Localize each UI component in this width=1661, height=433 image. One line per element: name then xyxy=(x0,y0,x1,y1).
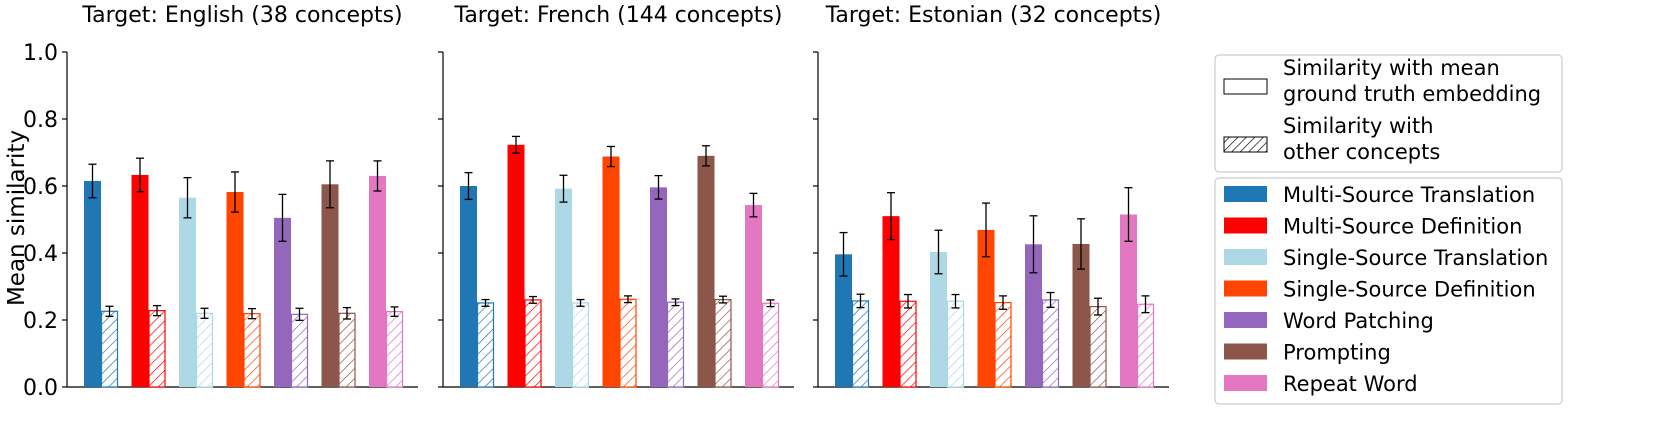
bar-other xyxy=(619,298,637,388)
bar-gt xyxy=(602,156,620,387)
bar-gt xyxy=(835,254,852,387)
bar-other xyxy=(714,298,732,388)
legend-kind-label: other concepts xyxy=(1283,140,1440,164)
panel-title: Target: English (38 concepts) xyxy=(81,3,402,28)
panel-title: Target: Estonian (32 concepts) xyxy=(825,3,1162,28)
panel-2: Target: French (144 concepts) xyxy=(438,3,794,388)
legend-kind-label: Similarity with xyxy=(1283,114,1434,138)
bar-other xyxy=(524,299,542,388)
y-tick-label: 0.2 xyxy=(23,309,58,334)
legend-swatch-method xyxy=(1224,249,1267,265)
bar-other xyxy=(946,300,965,388)
y-axis-label: Mean similarity xyxy=(4,130,30,306)
legend-swatch-method xyxy=(1224,280,1267,297)
bar-gt xyxy=(555,188,572,387)
legend-box-methods xyxy=(1214,177,1563,405)
bar-gt xyxy=(650,187,667,387)
y-tick-label: 0.8 xyxy=(23,108,58,133)
bar-other xyxy=(666,301,685,388)
bar-other xyxy=(571,302,590,388)
legend-swatch-method xyxy=(1224,312,1267,328)
bar-gt xyxy=(882,216,900,387)
bar-other xyxy=(148,310,166,388)
bar-other xyxy=(851,300,870,388)
bar-gt xyxy=(1072,243,1090,387)
bar-gt xyxy=(697,155,715,387)
panel-title: Target: French (144 concepts) xyxy=(454,3,783,28)
bar-gt xyxy=(977,229,995,387)
bar-gt xyxy=(84,180,101,387)
bar-gt xyxy=(179,197,196,387)
bar-gt xyxy=(1025,244,1042,387)
bar-gt xyxy=(1120,214,1137,387)
panel-3: Target: Estonian (32 concepts) xyxy=(813,3,1169,388)
legend-method-label: Single-Source Translation xyxy=(1283,246,1548,270)
legend-kind-label: Similarity with mean xyxy=(1283,56,1500,80)
y-tick-label: 0.0 xyxy=(23,376,58,401)
legend-swatch-hatched xyxy=(1223,136,1268,153)
y-tick-label: 1.0 xyxy=(23,41,58,66)
bar-other xyxy=(1041,299,1060,388)
legend-swatch-solid xyxy=(1223,78,1268,95)
bar-gt xyxy=(131,174,149,387)
bar-gt xyxy=(507,144,525,387)
bar-gt xyxy=(460,186,477,387)
bar-other xyxy=(1089,306,1107,388)
bar-other xyxy=(290,313,309,388)
panel-1: Target: English (38 concepts) 0.0 0.2 0.4 0.… xyxy=(23,3,418,401)
bar-other xyxy=(476,302,495,388)
bar-other xyxy=(338,312,356,388)
legend-box-kinds xyxy=(1214,54,1563,173)
bar-gt xyxy=(321,184,339,387)
bar-gt xyxy=(226,192,244,387)
legend-method-label: Prompting xyxy=(1283,341,1391,365)
legend-method-label: Single-Source Definition xyxy=(1283,278,1536,302)
bar-other xyxy=(994,301,1012,388)
bar-other xyxy=(243,313,261,388)
legend-swatch-method xyxy=(1224,217,1267,234)
legend-kind-label: ground truth embedding xyxy=(1283,82,1541,106)
bar-other xyxy=(195,312,214,388)
legend-method-label: Word Patching xyxy=(1283,309,1434,333)
legend-method-label: Multi-Source Translation xyxy=(1283,183,1535,207)
y-tick-label: 0.6 xyxy=(23,175,58,200)
bar-other xyxy=(899,300,917,388)
legend-swatch-method xyxy=(1224,343,1267,360)
bar-gt xyxy=(745,205,762,387)
bar-gt xyxy=(930,251,947,387)
bar-other xyxy=(1136,303,1155,388)
bar-other xyxy=(100,310,119,388)
bar-gt xyxy=(274,217,291,387)
bar-other xyxy=(761,302,780,388)
legend-method-label: Repeat Word xyxy=(1283,372,1418,396)
bar-other xyxy=(385,311,404,388)
y-tick-label: 0.4 xyxy=(23,242,58,267)
legend-method-label: Multi-Source Definition xyxy=(1283,215,1522,239)
legend-swatch-method xyxy=(1224,375,1267,391)
legend-swatch-method xyxy=(1224,186,1267,202)
bar-gt xyxy=(369,175,386,387)
